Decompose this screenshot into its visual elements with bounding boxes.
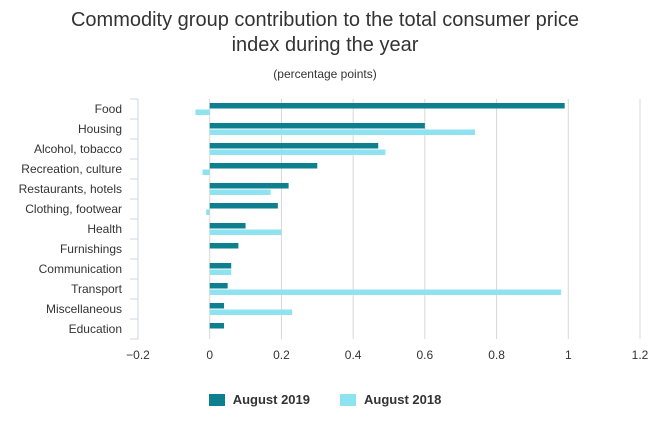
bar-series-2: [209, 289, 562, 295]
category-label: Restaurants, hotels: [19, 182, 122, 196]
category-label: Recreation, culture: [21, 162, 122, 176]
category-label: Communication: [39, 262, 122, 276]
bar-series-1: [209, 163, 318, 169]
bar-series-2: [209, 189, 271, 195]
chart-title-line-1: Commodity group contribution to the tota…: [70, 9, 580, 31]
bar-series-1: [209, 123, 425, 129]
bar-series-2: [209, 309, 293, 315]
category-label: Alcohol, tobacco: [34, 142, 122, 156]
legend-swatch-series-1: [208, 393, 225, 406]
bar-series-1: [209, 183, 289, 189]
bar-series-1: [209, 203, 278, 209]
category-label: Clothing, footwear: [25, 202, 122, 216]
bar-series-2: [202, 169, 210, 175]
bar-series-1: [209, 283, 228, 289]
bar-series-1: [209, 103, 565, 109]
category-label: Health: [87, 222, 122, 236]
legend-swatch-series-2: [340, 393, 356, 406]
bar-series-2: [209, 229, 282, 235]
bar-series-1: [209, 263, 232, 269]
chart-legend: August 2019 August 2018: [0, 392, 650, 407]
x-tick-label: 0.2: [273, 348, 290, 362]
x-tick-label: 0.4: [345, 348, 362, 362]
legend-label-series-1: August 2019: [232, 392, 310, 407]
chart-title: Commodity group contribution to the tota…: [0, 8, 650, 58]
category-label: Miscellaneous: [46, 302, 122, 316]
bar-series-1: [209, 143, 379, 149]
x-tick-label: −0.2: [126, 348, 150, 362]
legend-item-series-1[interactable]: August 2019: [208, 392, 310, 407]
chart-subtitle: (percentage points): [273, 67, 377, 81]
bar-series-2: [209, 129, 476, 135]
bar-series-2: [209, 269, 232, 275]
bar-series-2: [195, 109, 210, 115]
category-label: Housing: [78, 122, 122, 136]
bar-series-1: [209, 323, 225, 329]
legend-item-series-2[interactable]: August 2018: [340, 392, 441, 407]
bar-series-1: [209, 303, 225, 309]
category-label: Education: [69, 322, 122, 336]
x-tick-label: 0.6: [417, 348, 434, 362]
category-label: Food: [95, 102, 122, 116]
category-label: Transport: [71, 282, 123, 296]
x-tick-label: 1.2: [632, 348, 649, 362]
x-tick-label: 0: [206, 348, 213, 362]
category-label: Furnishings: [60, 242, 122, 256]
bar-series-1: [209, 243, 239, 249]
chart-title-line-2: index during the year: [231, 34, 419, 56]
bar-series-2: [209, 149, 386, 155]
bar-chart: Food Housing Alcohol, tobacco Recreation, c…: [19, 98, 649, 362]
bar-series-2: [206, 209, 210, 215]
x-tick-label: 0.8: [488, 348, 505, 362]
x-tick-label: 1: [565, 348, 572, 362]
legend-label-series-2: August 2018: [364, 392, 442, 407]
bar-series-1: [209, 223, 246, 229]
